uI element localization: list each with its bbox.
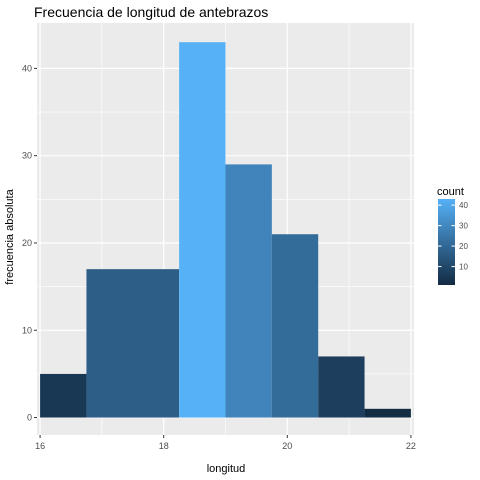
legend-title: count (437, 186, 464, 198)
histogram-bar (271, 234, 319, 418)
y-tick-label: 20 (22, 238, 32, 248)
legend-tick-label: 30 (459, 222, 468, 231)
y-tick-label: 0 (27, 413, 32, 423)
x-axis-title: longitud (207, 463, 246, 475)
histogram-bar (318, 356, 365, 418)
x-tick-label: 22 (406, 441, 416, 451)
histogram-bar (225, 164, 272, 418)
legend-tick-label: 20 (459, 242, 468, 251)
y-axis-title: frecuencia absoluta (4, 188, 16, 284)
y-tick-label: 30 (22, 151, 32, 161)
x-axis: 16 18 20 22 (35, 435, 416, 451)
y-axis: 0 10 20 30 40 (22, 63, 37, 423)
legend-colorbar (438, 199, 455, 285)
histogram-bar (179, 42, 226, 418)
legend-tick-label: 40 (459, 201, 468, 210)
chart-title: Frecuencia de longitud de antebrazos (34, 4, 268, 20)
histogram-bar (86, 269, 180, 418)
legend-tick-label: 10 (459, 263, 468, 272)
legend-ticks: 10 20 30 40 (438, 201, 468, 272)
color-legend: count 10 20 30 40 (437, 186, 468, 285)
x-tick-label: 16 (35, 441, 45, 451)
histogram-bar (364, 408, 411, 418)
y-tick-label: 10 (22, 325, 32, 335)
histogram-bar (40, 373, 87, 418)
y-tick-label: 40 (22, 63, 32, 73)
histogram-bars (40, 42, 411, 418)
x-tick-label: 18 (159, 441, 169, 451)
x-tick-label: 20 (282, 441, 292, 451)
